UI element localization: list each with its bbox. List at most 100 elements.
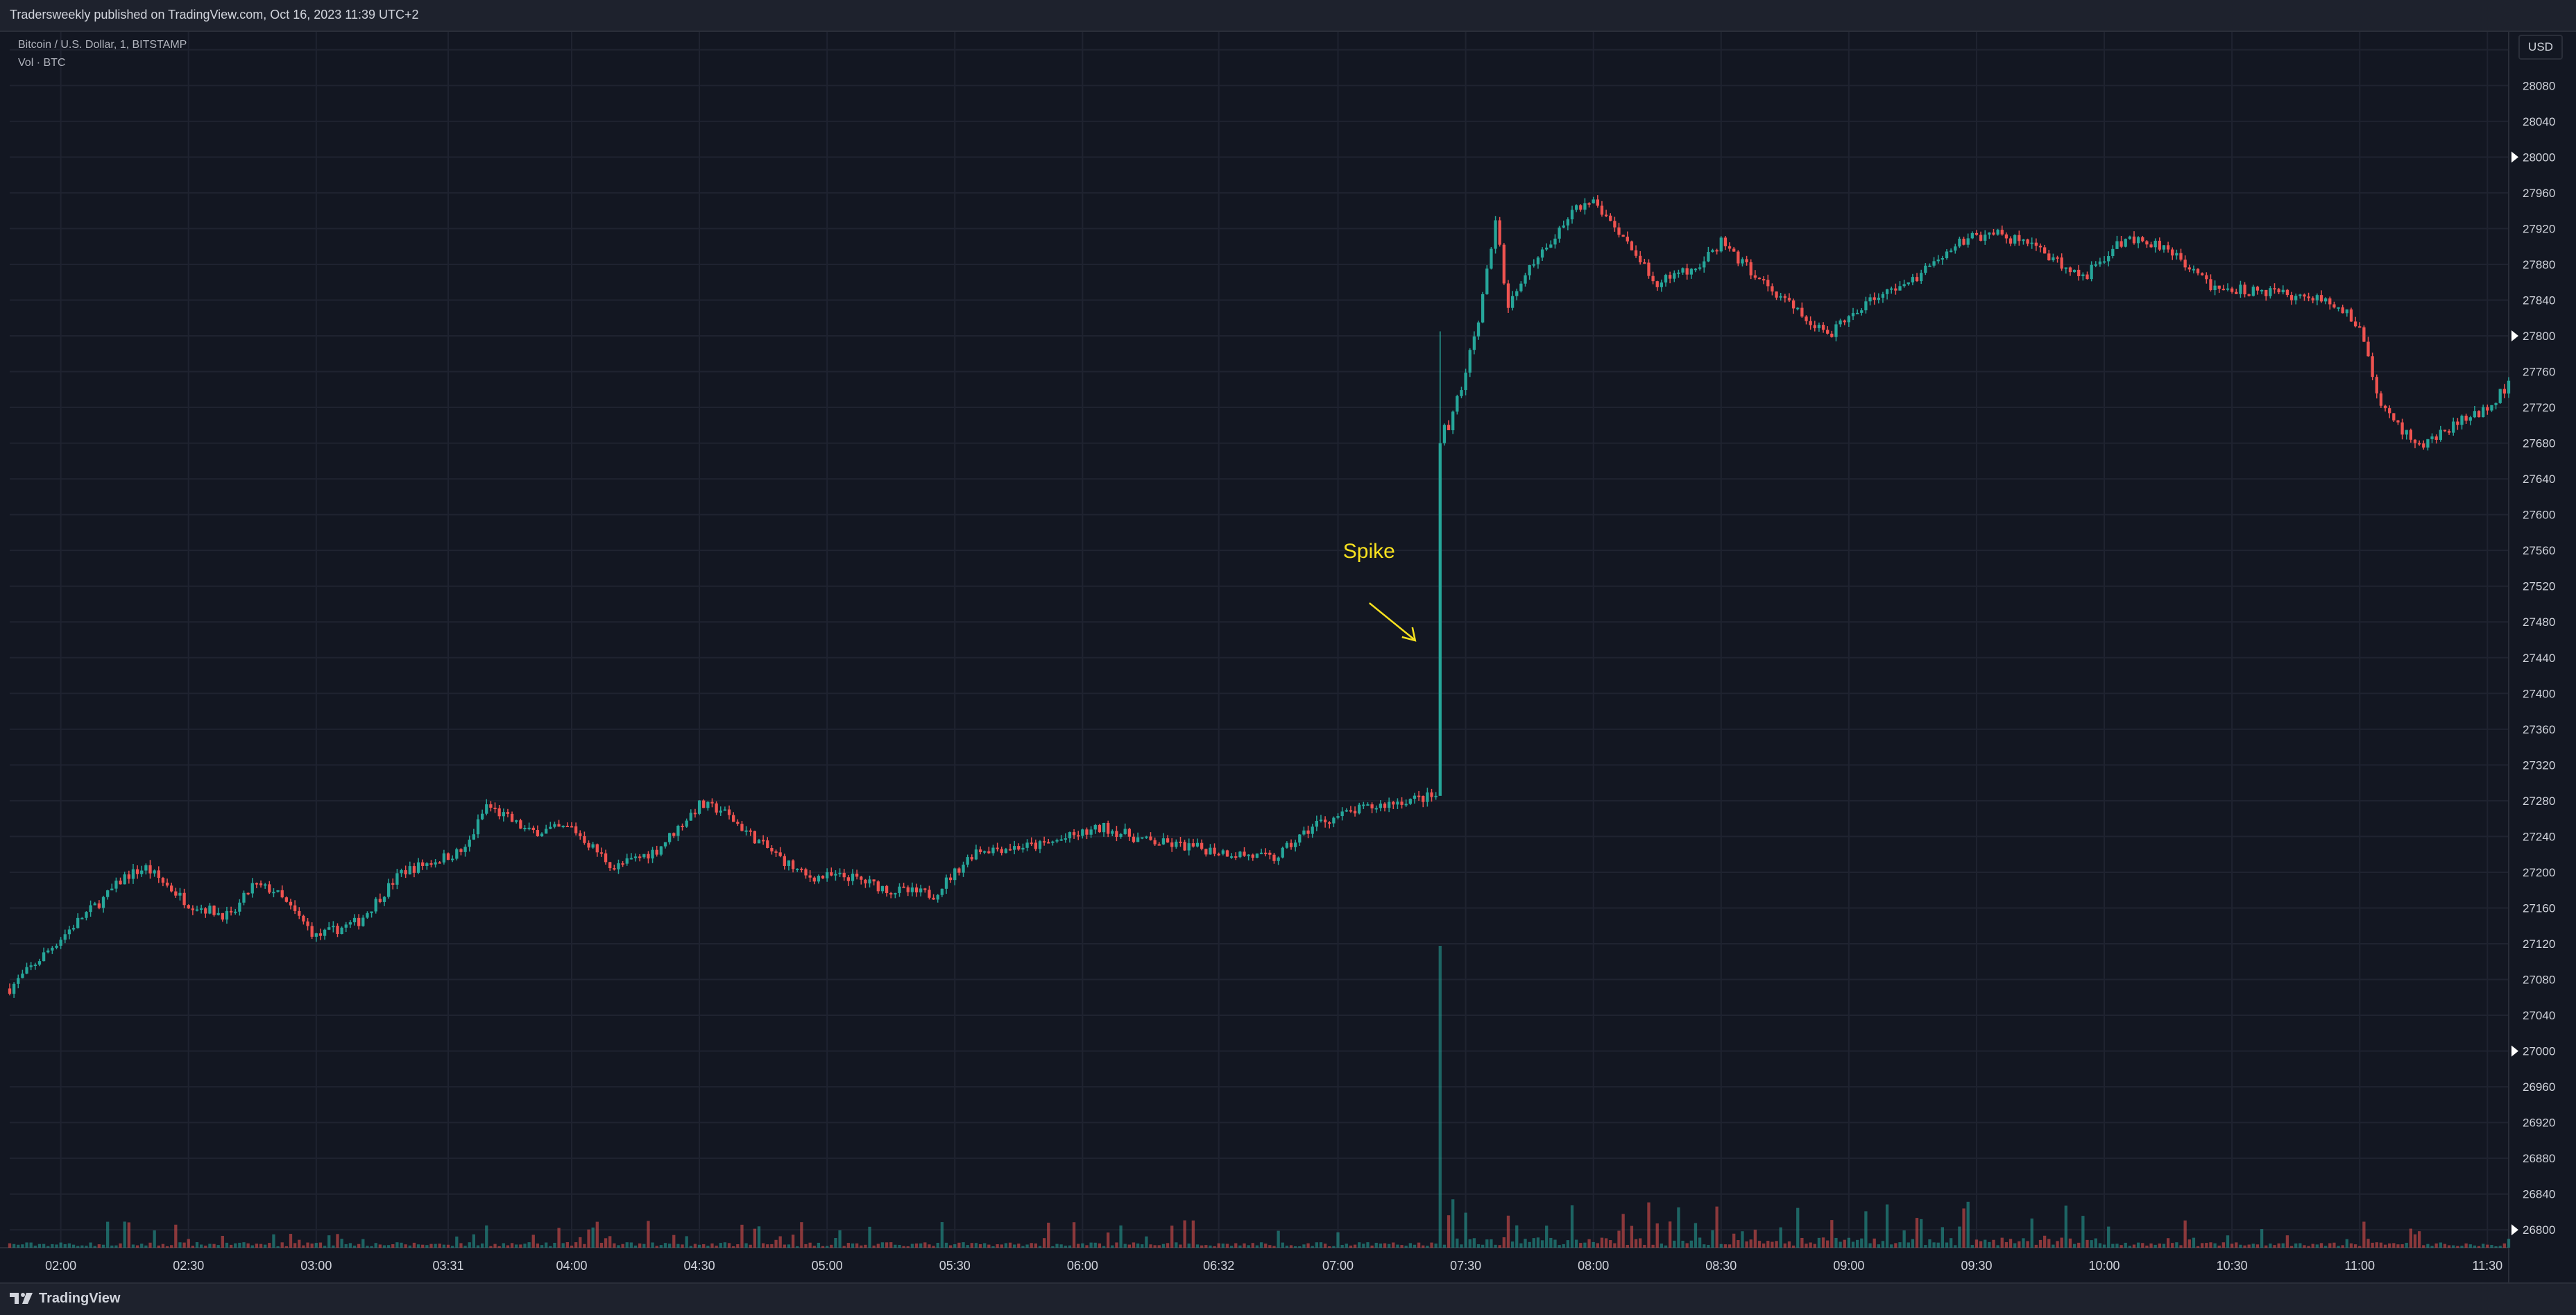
candle-body xyxy=(2013,235,2017,244)
candle-body xyxy=(1247,854,1250,856)
volume-bar xyxy=(1604,1238,1608,1248)
candle-body xyxy=(259,883,263,885)
candle-body xyxy=(1783,296,1786,298)
volume-bar xyxy=(463,1246,467,1248)
volume-bar xyxy=(1741,1231,1744,1248)
candle-body xyxy=(651,849,654,859)
volume-bar xyxy=(21,1244,24,1248)
volume-bar xyxy=(1430,1242,1433,1248)
candle-body xyxy=(1558,227,1561,239)
candle-body xyxy=(1093,824,1097,830)
volume-bar xyxy=(2486,1244,2489,1248)
candle-body xyxy=(2081,274,2085,276)
volume-bar xyxy=(1911,1239,1915,1248)
volume-bar xyxy=(1860,1238,1863,1248)
candle-body xyxy=(2456,421,2459,425)
volume-bar xyxy=(2098,1243,2102,1248)
candle-body xyxy=(161,878,165,883)
volume-bar xyxy=(1438,946,1442,1248)
candle-body xyxy=(1447,425,1451,430)
price-tick-label: 27760 xyxy=(2523,366,2555,379)
price-tick-label: 27400 xyxy=(2523,687,2555,700)
volume-legend[interactable]: Vol · BTC xyxy=(18,57,66,69)
volume-bar xyxy=(693,1244,697,1248)
candle-body xyxy=(2498,389,2502,403)
volume-bar xyxy=(1528,1241,1531,1248)
candle-body xyxy=(1851,313,1855,316)
candle-body xyxy=(1630,241,1634,251)
volume-bar xyxy=(515,1244,518,1248)
candle-body xyxy=(2434,436,2438,440)
candle-body xyxy=(378,899,382,902)
candle-body xyxy=(2294,296,2298,300)
candle-body xyxy=(340,927,343,935)
candle-body xyxy=(71,928,76,930)
chart-area[interactable]: 2812028080280402800027960279202788027840… xyxy=(0,32,2576,1282)
candle-body xyxy=(1728,246,1732,249)
volume-bar xyxy=(2396,1244,2400,1248)
candle-body xyxy=(1413,795,1417,799)
volume-bar xyxy=(310,1244,314,1248)
candle-body xyxy=(1954,246,1957,251)
volume-bar xyxy=(561,1243,565,1248)
volume-bar xyxy=(2192,1237,2196,1248)
candle-body xyxy=(1132,836,1136,842)
candle-body xyxy=(1179,841,1182,843)
candle-body xyxy=(676,825,680,836)
volume-bar xyxy=(1374,1242,1378,1248)
volume-bar xyxy=(382,1245,386,1248)
candle-body xyxy=(702,800,706,808)
volume-bar xyxy=(1426,1246,1429,1248)
volume-bar xyxy=(966,1245,969,1248)
candle-body xyxy=(536,830,540,836)
volume-bar xyxy=(37,1244,42,1248)
volume-bar xyxy=(1255,1245,1259,1248)
volume-bar xyxy=(1592,1241,1595,1248)
candle-body xyxy=(1932,261,1936,266)
volume-bar xyxy=(2124,1242,2127,1248)
candle-body xyxy=(2209,279,2212,291)
volume-bar xyxy=(1732,1233,1736,1248)
candle-body xyxy=(1711,250,1714,253)
volume-bar xyxy=(1132,1242,1136,1248)
volume-bar xyxy=(1442,1244,1447,1248)
volume-bar xyxy=(140,1244,144,1248)
volume-bar xyxy=(2153,1244,2157,1248)
candle-body xyxy=(574,826,578,833)
candle-body xyxy=(876,881,880,892)
volume-bar xyxy=(1498,1245,1501,1248)
currency-button[interactable]: USD xyxy=(2518,35,2563,60)
volume-bar xyxy=(749,1244,752,1248)
candle-body xyxy=(1902,284,1906,287)
volume-bar xyxy=(2166,1238,2170,1248)
candle-body xyxy=(970,857,973,860)
tradingview-logo[interactable]: TradingView xyxy=(10,1287,120,1310)
volume-bar xyxy=(1856,1239,1859,1248)
symbol-legend[interactable]: Bitcoin / U.S. Dollar, 1, BITSTAMP xyxy=(18,39,187,51)
candle-body xyxy=(1817,325,1821,328)
volume-bar xyxy=(148,1242,152,1248)
candle-body xyxy=(1238,851,1242,858)
volume-bar xyxy=(1068,1245,1072,1248)
volume-bar xyxy=(685,1236,688,1248)
volume-bar xyxy=(2136,1242,2140,1248)
candle-body xyxy=(1277,857,1280,861)
volume-bar xyxy=(923,1242,927,1248)
volume-bar xyxy=(1723,1244,1728,1248)
time-tick-label: 05:30 xyxy=(939,1259,971,1273)
header-bar: Tradersweekly published on TradingView.c… xyxy=(0,0,2576,32)
volume-bar xyxy=(280,1242,284,1248)
volume-bar xyxy=(284,1246,289,1248)
candle-body xyxy=(608,862,612,869)
candlestick-chart[interactable]: 2812028080280402800027960279202788027840… xyxy=(0,32,2576,1282)
candle-body xyxy=(416,862,420,873)
volume-bar xyxy=(97,1244,101,1248)
candle-body xyxy=(451,858,454,860)
candle-body xyxy=(2022,239,2025,241)
volume-bar xyxy=(1490,1239,1493,1248)
candle-body xyxy=(1566,219,1570,226)
candle-body xyxy=(1655,281,1659,287)
candle-body xyxy=(1362,804,1365,806)
candle-body xyxy=(1221,850,1225,854)
price-tick-label: 26920 xyxy=(2523,1117,2555,1130)
